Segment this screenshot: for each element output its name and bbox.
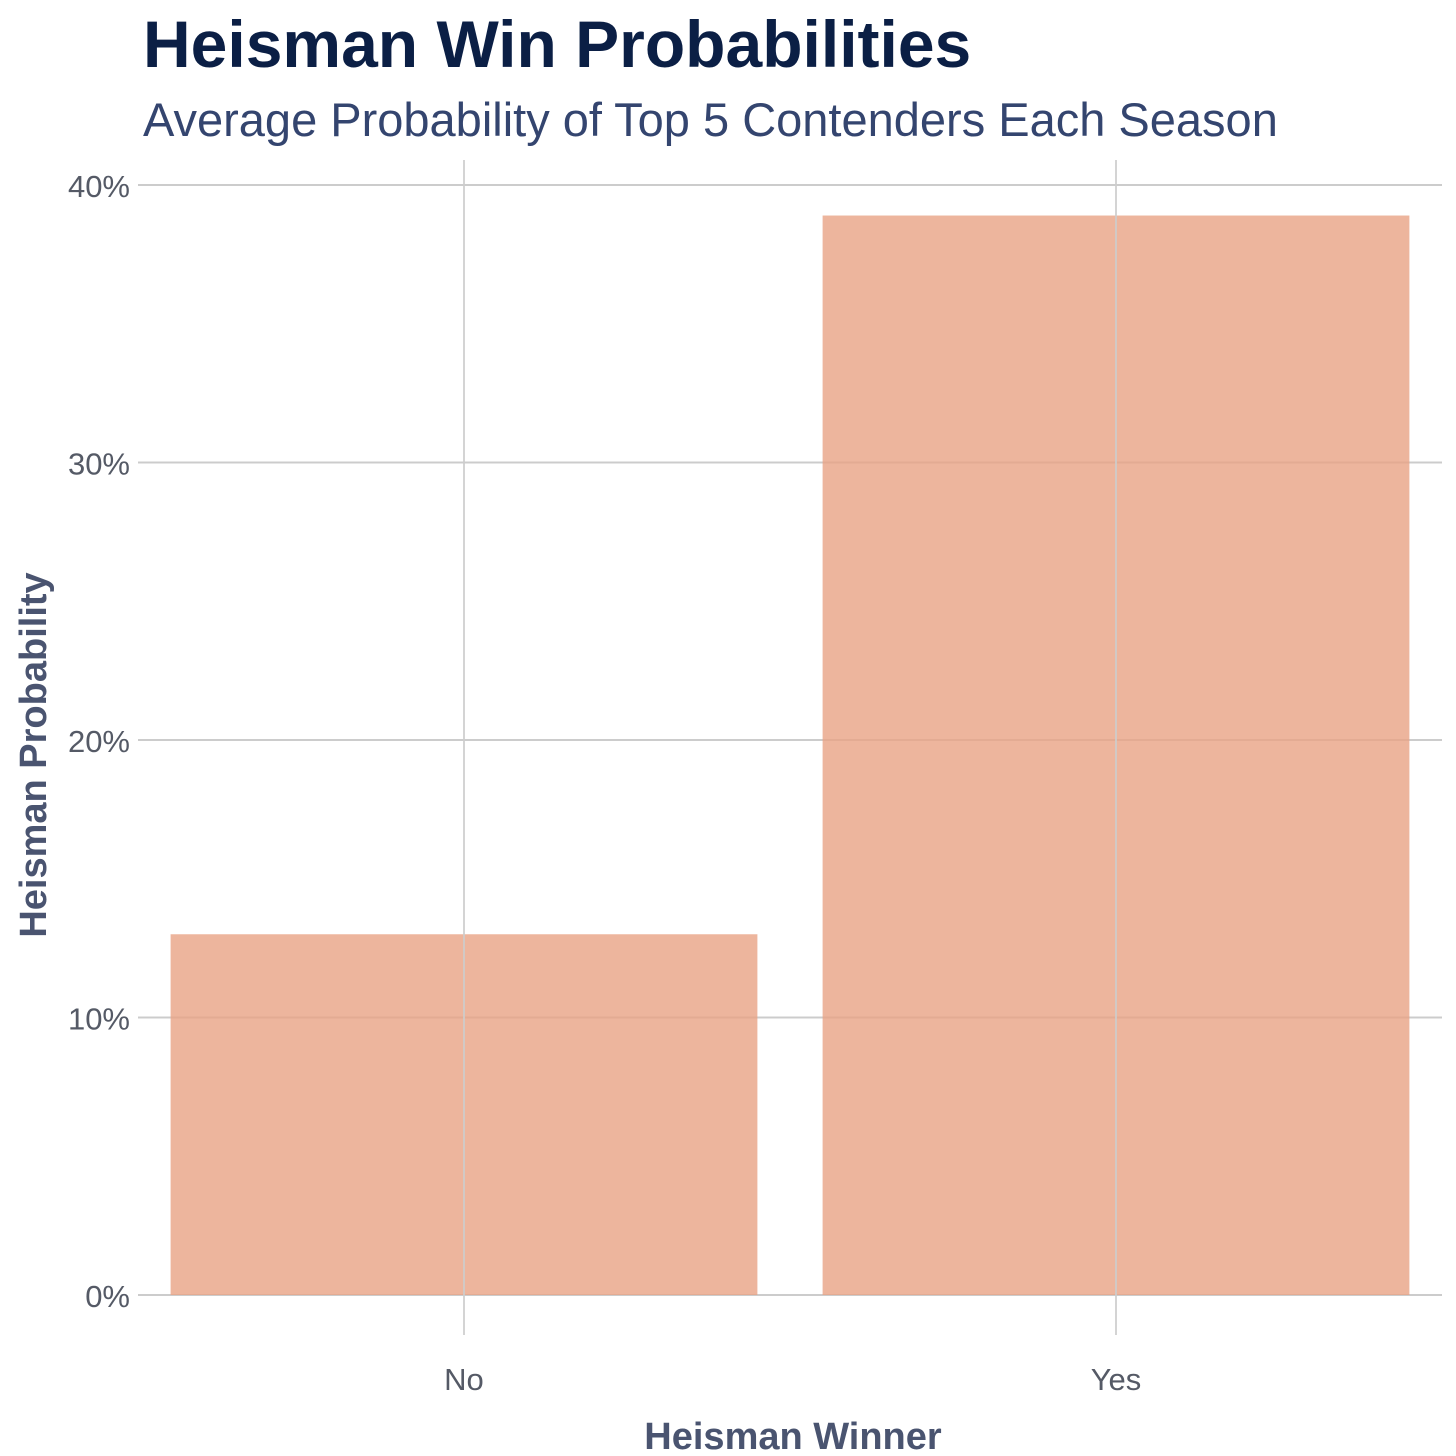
y-tick-label: 30% (68, 447, 130, 482)
x-tick-label: No (444, 1362, 484, 1397)
y-axis-title: Heisman Probability (13, 572, 55, 937)
x-tick-labels: No Yes (444, 1362, 1141, 1397)
y-tick-label: 10% (68, 1002, 130, 1037)
chart-title: Heisman Win Probabilities (143, 7, 972, 81)
y-tick-label: 40% (68, 169, 130, 204)
vertical-gridlines (463, 160, 1117, 1335)
x-tick-label: Yes (1091, 1362, 1142, 1397)
y-tick-label: 0% (85, 1279, 130, 1314)
x-axis-title: Heisman Winner (644, 1416, 942, 1456)
y-tick-labels: 0% 10% 20% 30% 40% (68, 169, 130, 1314)
y-tick-label: 20% (68, 724, 130, 759)
bars (170, 215, 1410, 1295)
chart-subtitle: Average Probability of Top 5 Contenders … (143, 93, 1278, 146)
